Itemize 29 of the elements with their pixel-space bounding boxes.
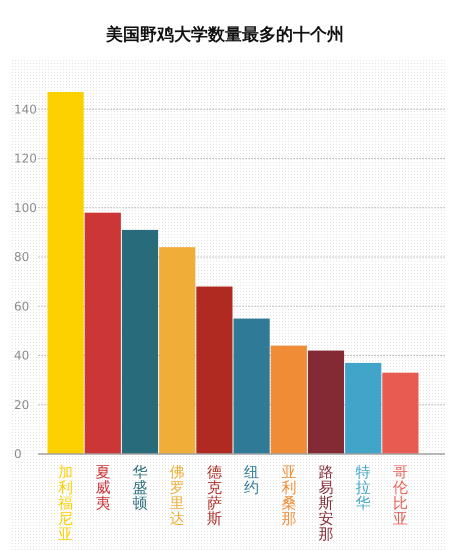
bar: [382, 372, 418, 454]
x-tick-label: 纽约: [244, 463, 260, 496]
x-tick-label: 哥伦比亚: [392, 463, 408, 528]
y-tick-label: 120: [14, 152, 37, 166]
x-tick-label: 华盛顿: [132, 463, 148, 512]
bar: [308, 350, 344, 454]
y-tick-label: 80: [14, 250, 30, 264]
x-tick-label: 亚利桑那: [281, 463, 296, 528]
y-tick-label: 0: [14, 447, 22, 461]
bar: [48, 92, 84, 454]
bar: [196, 286, 232, 454]
bar: [345, 362, 382, 454]
chart-title: 美国野鸡大学数量最多的十个州: [105, 25, 344, 45]
x-tick-label: 夏威夷: [95, 463, 110, 512]
x-tick-label: 德克萨斯: [206, 463, 222, 528]
y-tick-label: 60: [14, 299, 30, 314]
y-tick-label: 100: [14, 200, 37, 215]
x-tick-label: 特拉华: [356, 463, 371, 512]
x-tick-label: 路易斯安那: [318, 463, 334, 543]
y-tick-label: 40: [14, 348, 30, 362]
bar: [234, 318, 270, 454]
bar: [84, 212, 121, 454]
bar: [122, 230, 158, 454]
x-tick-label: 加利福尼亚: [58, 463, 74, 543]
y-tick-label: 140: [14, 102, 37, 116]
x-tick-label: 佛罗里达: [170, 463, 185, 528]
bar: [159, 247, 196, 454]
bar: [270, 346, 307, 454]
y-tick-label: 20: [14, 398, 30, 412]
